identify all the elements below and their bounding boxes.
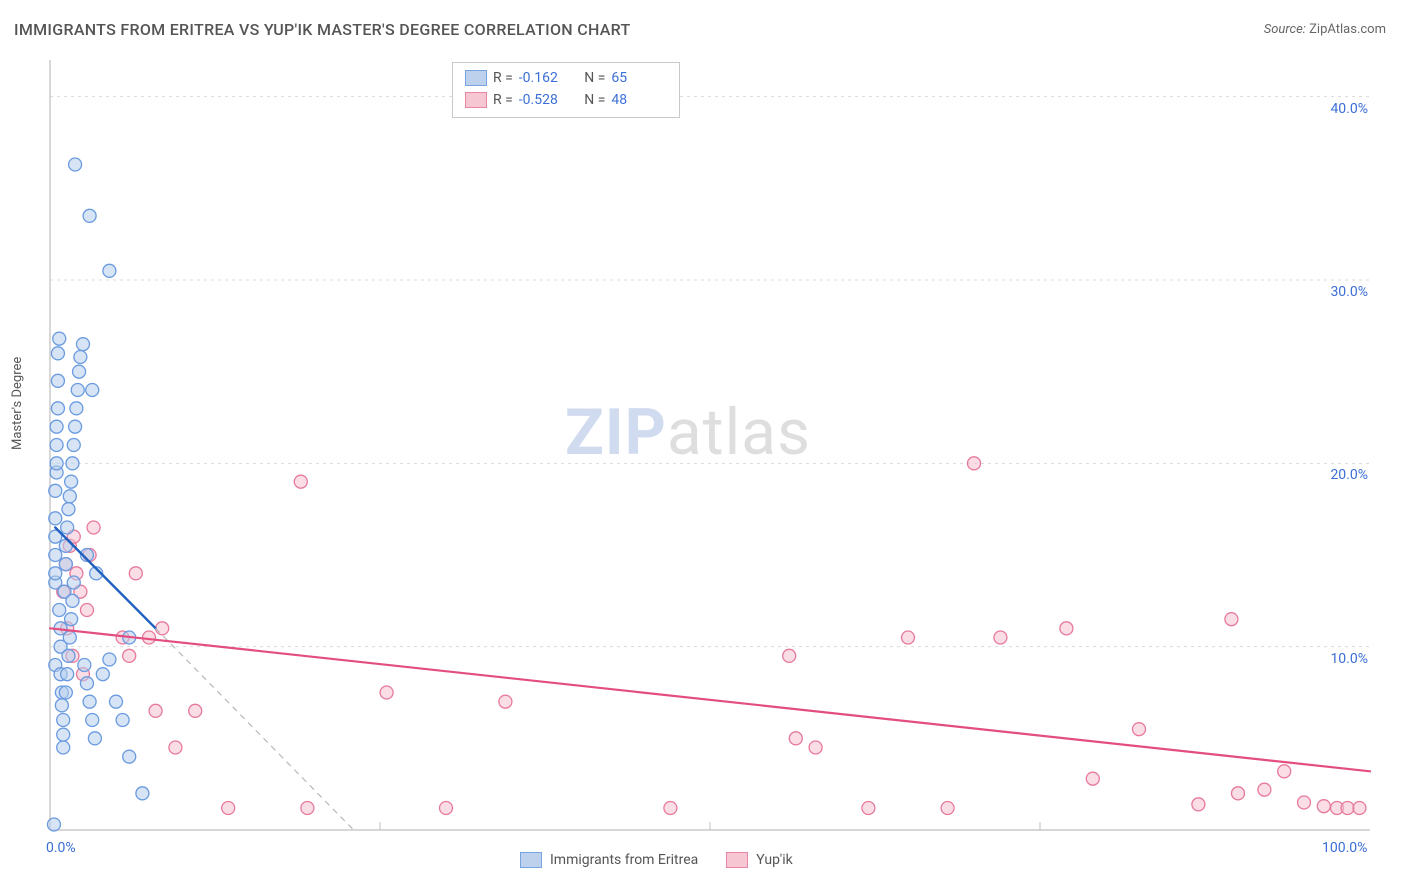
y-tick-label: 20.0% bbox=[1330, 467, 1368, 483]
legend-r-label: R = bbox=[493, 89, 513, 111]
y-tick-label: 10.0% bbox=[1330, 651, 1368, 667]
series-legend-item: Yup'ik bbox=[726, 852, 792, 868]
y-tick-label: 30.0% bbox=[1330, 284, 1368, 300]
scatter-plot bbox=[0, 0, 1406, 892]
legend-n-value: 48 bbox=[611, 89, 667, 111]
legend-swatch bbox=[520, 852, 542, 868]
legend-r-value: -0.528 bbox=[519, 89, 575, 111]
series-name: Immigrants from Eritrea bbox=[550, 852, 698, 868]
legend-n-value: 65 bbox=[611, 67, 667, 89]
series-name: Yup'ik bbox=[756, 852, 792, 868]
legend-swatch bbox=[726, 852, 748, 868]
x-tick-label: 0.0% bbox=[46, 840, 76, 856]
x-tick-label: 100.0% bbox=[1322, 840, 1367, 856]
legend-n-label: N = bbox=[581, 89, 606, 111]
y-tick-label: 40.0% bbox=[1330, 101, 1368, 117]
correlation-legend: R = -0.162 N =65 R = -0.528 N =48 bbox=[452, 62, 680, 118]
legend-row: R = -0.162 N =65 bbox=[465, 67, 667, 89]
legend-swatch bbox=[465, 70, 487, 86]
legend-r-label: R = bbox=[493, 67, 513, 89]
legend-row: R = -0.528 N =48 bbox=[465, 89, 667, 111]
legend-r-value: -0.162 bbox=[519, 67, 575, 89]
series-legend: Immigrants from Eritrea Yup'ik bbox=[520, 852, 793, 868]
legend-swatch bbox=[465, 92, 487, 108]
legend-n-label: N = bbox=[581, 67, 606, 89]
series-legend-item: Immigrants from Eritrea bbox=[520, 852, 698, 868]
